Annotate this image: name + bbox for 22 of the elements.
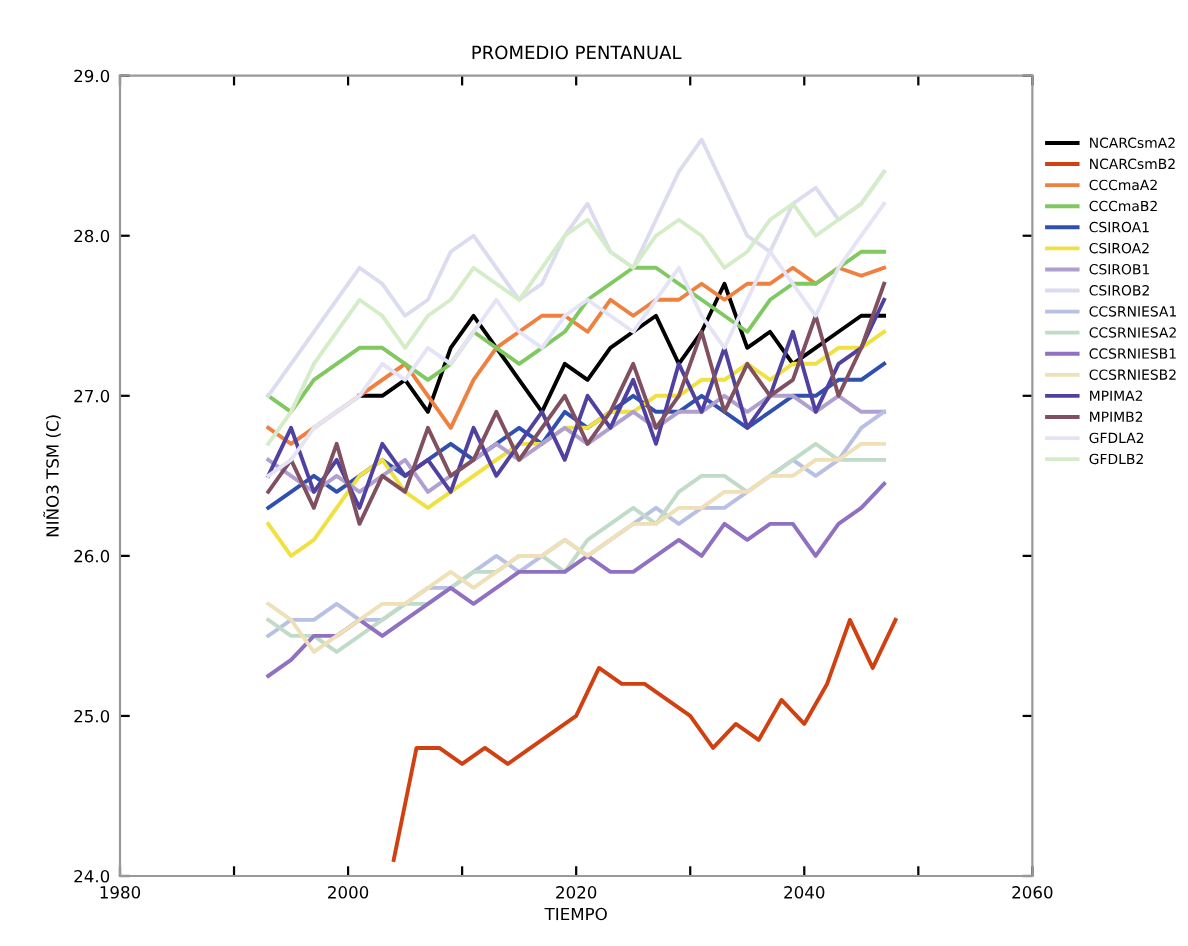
y-tick-label: 28.0 xyxy=(74,229,110,243)
line-series xyxy=(266,393,887,494)
y-tick-label: 25.0 xyxy=(74,709,110,723)
line-series xyxy=(266,329,887,558)
chart-title: PROMEDIO PENTANUAL xyxy=(472,45,682,60)
y-tick-label: 29.0 xyxy=(74,69,110,83)
line-series xyxy=(391,617,898,862)
line-series xyxy=(357,281,887,414)
y-tick-label: 27.0 xyxy=(74,389,110,403)
y-axis-title: NIÑO3 TSM (C) xyxy=(43,415,61,537)
y-tick-label: 26.0 xyxy=(74,549,110,563)
x-tick-label: 1980 xyxy=(100,886,141,899)
line-series xyxy=(266,265,887,446)
line-series xyxy=(266,481,887,678)
x-tick-label: 2060 xyxy=(1012,886,1053,899)
line-series xyxy=(266,169,887,446)
x-axis-title: TIEMPO xyxy=(544,907,607,921)
x-tick-label: 2020 xyxy=(556,886,597,899)
line-series xyxy=(266,249,887,414)
x-tick-label: 2040 xyxy=(784,886,825,899)
y-tick-label: 24.0 xyxy=(74,869,110,883)
x-tick-label: 2000 xyxy=(328,886,369,899)
